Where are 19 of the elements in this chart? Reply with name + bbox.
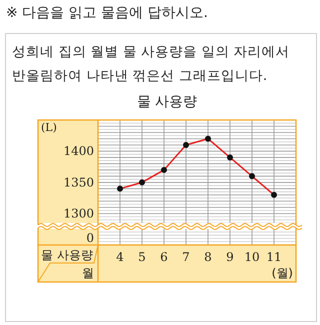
text: 물 사용량 <box>41 248 93 262</box>
x-tick-label: 9 <box>226 250 234 264</box>
text: 성희네 집의 월별 물 사용량을 일의 자리에서 반올림하여 나타낸 꺾은선 그래프입니다. <box>12 44 290 84</box>
x-axis-title: (월) <box>272 266 293 280</box>
text: 0 <box>86 231 94 245</box>
x-tick-label: 6 <box>160 250 168 264</box>
y-tick-label: 1400 <box>63 144 94 158</box>
chart-title: 물 사용량 <box>136 94 198 110</box>
text: 월 <box>82 266 94 280</box>
x-tick-label: 11 <box>266 250 282 264</box>
x-tick-label: 7 <box>182 250 190 264</box>
x-tick-label: 10 <box>244 250 260 264</box>
y-tick-label: 1300 <box>63 206 94 221</box>
x-tick-label: 4 <box>116 250 124 264</box>
y-axis-title: (L) <box>41 121 57 134</box>
x-tick-label: 5 <box>138 250 146 264</box>
y-tick-label: 1350 <box>63 175 94 190</box>
text: ※ 다음을 읽고 물음에 답하시오. <box>6 5 208 21</box>
x-tick-label: 8 <box>204 250 212 264</box>
